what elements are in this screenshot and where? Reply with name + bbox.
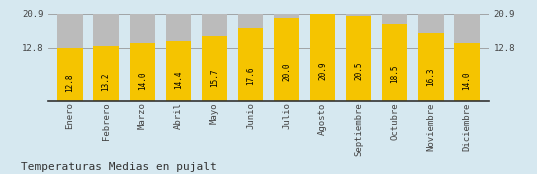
Bar: [238, 28, 263, 101]
Text: 17.6: 17.6: [246, 66, 255, 85]
Bar: [202, 14, 227, 101]
Bar: [310, 14, 335, 101]
Text: 14.4: 14.4: [174, 71, 183, 89]
Bar: [165, 41, 191, 101]
Bar: [93, 46, 119, 101]
Text: 13.2: 13.2: [101, 72, 111, 91]
Bar: [129, 14, 155, 101]
Bar: [202, 35, 227, 101]
Bar: [274, 14, 299, 101]
Bar: [382, 24, 408, 101]
Bar: [346, 16, 372, 101]
Bar: [274, 18, 299, 101]
Text: 15.7: 15.7: [210, 69, 219, 87]
Bar: [418, 14, 444, 101]
Bar: [238, 14, 263, 101]
Text: 20.5: 20.5: [354, 62, 363, 80]
Bar: [310, 14, 335, 101]
Bar: [454, 43, 480, 101]
Text: 20.0: 20.0: [282, 62, 291, 81]
Bar: [57, 14, 83, 101]
Bar: [454, 14, 480, 101]
Text: 12.8: 12.8: [66, 73, 75, 92]
Bar: [93, 14, 119, 101]
Bar: [129, 43, 155, 101]
Bar: [418, 33, 444, 101]
Text: 16.3: 16.3: [426, 68, 436, 86]
Bar: [165, 14, 191, 101]
Bar: [382, 14, 408, 101]
Text: 14.0: 14.0: [462, 71, 471, 90]
Bar: [57, 48, 83, 101]
Text: 18.5: 18.5: [390, 65, 400, 83]
Text: Temperaturas Medias en pujalt: Temperaturas Medias en pujalt: [21, 162, 217, 172]
Text: 14.0: 14.0: [137, 71, 147, 90]
Bar: [346, 14, 372, 101]
Text: 20.9: 20.9: [318, 61, 327, 80]
